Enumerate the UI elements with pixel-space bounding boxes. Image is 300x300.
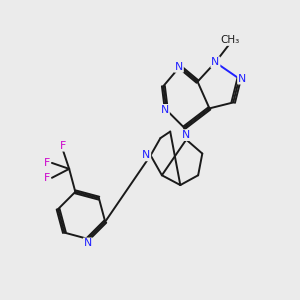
Text: N: N bbox=[142, 150, 150, 160]
Text: F: F bbox=[44, 173, 50, 183]
Text: N: N bbox=[211, 57, 220, 67]
Text: F: F bbox=[60, 141, 66, 151]
Text: N: N bbox=[175, 62, 183, 72]
Text: N: N bbox=[84, 238, 92, 248]
Text: F: F bbox=[44, 158, 50, 168]
Text: CH₃: CH₃ bbox=[220, 35, 240, 45]
Text: N: N bbox=[238, 74, 246, 84]
Text: N: N bbox=[182, 130, 190, 140]
Text: N: N bbox=[161, 105, 169, 115]
